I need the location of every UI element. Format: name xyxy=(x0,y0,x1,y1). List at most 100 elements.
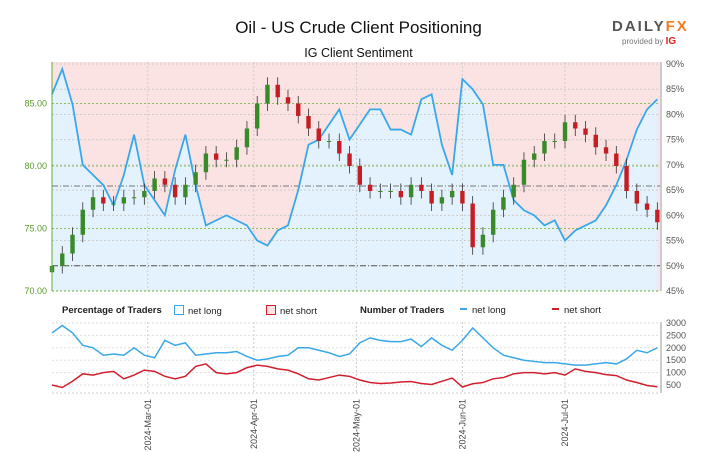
candle-body xyxy=(316,128,321,141)
legend-num-long: net long xyxy=(460,305,506,316)
candle-body xyxy=(193,172,198,185)
candle-body xyxy=(419,184,424,191)
candle-body xyxy=(398,191,404,198)
candle-body xyxy=(439,197,445,204)
date-tick-label: 2024-Jul-01 xyxy=(560,399,570,447)
legend-num-long-label: net long xyxy=(472,305,506,316)
candle-body xyxy=(593,134,598,148)
logo-provided-text: provided by xyxy=(622,37,664,46)
legend-pct-long: net long xyxy=(174,305,222,317)
price-tick-label: 85.00 xyxy=(24,99,47,109)
candle-body xyxy=(501,197,506,210)
candle-body xyxy=(285,97,291,104)
candle-body xyxy=(357,166,362,185)
candle-body xyxy=(460,191,465,204)
price-tick-label: 80.00 xyxy=(24,161,47,171)
candle-body xyxy=(60,253,65,266)
candle-body xyxy=(408,184,414,198)
pct-tick-label: 70% xyxy=(666,160,684,170)
legend-num-short-label: net short xyxy=(564,305,601,316)
candle-body xyxy=(162,178,168,185)
candle-body xyxy=(213,153,219,160)
candle-body xyxy=(131,197,137,199)
candle-body xyxy=(603,147,609,154)
candle-body xyxy=(183,184,188,198)
chart-subtitle: IG Client Sentiment xyxy=(304,46,413,60)
date-tick-label: 2024-Jun-01 xyxy=(457,399,467,450)
pct-tick-label: 45% xyxy=(666,286,684,296)
candle-body xyxy=(337,141,342,154)
pct-tick-label: 90% xyxy=(666,59,684,69)
pct-tick-label: 85% xyxy=(666,84,684,94)
pct-tick-label: 55% xyxy=(666,236,684,246)
logo-accent: FX xyxy=(665,18,689,35)
legend-short-swatch xyxy=(266,305,276,315)
pct-tick-label: 75% xyxy=(666,135,684,145)
legend-long-swatch xyxy=(174,305,184,315)
candle-body xyxy=(378,191,383,192)
count-tick-label: 2500 xyxy=(666,330,686,340)
net-long-area xyxy=(52,69,658,292)
candle-body xyxy=(490,209,496,235)
date-tick-label: 2024-May-01 xyxy=(351,399,361,452)
candle-body xyxy=(634,191,640,204)
candle-body xyxy=(306,116,311,129)
candle-body xyxy=(388,191,393,192)
logo-provided-by: provided by IG xyxy=(622,36,676,47)
legend-num-short: net short xyxy=(552,305,601,316)
candle-body xyxy=(101,197,106,204)
candle-body xyxy=(521,159,527,185)
candle-body xyxy=(480,234,486,248)
candle-body xyxy=(326,141,332,142)
pct-long-line xyxy=(51,66,658,247)
candle-body xyxy=(655,209,660,223)
candle-body xyxy=(111,203,116,205)
candle-body xyxy=(80,209,85,235)
candle-body xyxy=(255,103,260,129)
price-tick-label: 70.00 xyxy=(24,286,47,296)
net-short-count-line xyxy=(51,363,658,389)
candle-body xyxy=(624,166,629,191)
candle-body xyxy=(244,128,250,148)
candle-body xyxy=(449,191,455,198)
count-tick-label: 1500 xyxy=(666,355,686,365)
legend-pct-short: net short xyxy=(266,305,317,317)
count-tick-label: 1000 xyxy=(666,368,686,378)
ig-logo: IG xyxy=(665,36,677,47)
legend-num-long-swatch xyxy=(460,308,467,310)
candle-body xyxy=(562,122,568,141)
candle-body xyxy=(70,234,75,254)
candle-body xyxy=(172,184,178,198)
dailyfx-logo: DAILYFX xyxy=(612,18,689,35)
candle-body xyxy=(532,153,537,160)
candle-body xyxy=(265,84,270,104)
count-tick-label: 500 xyxy=(666,380,681,390)
candle-body xyxy=(644,203,650,210)
candle-body xyxy=(511,184,516,198)
candle-body xyxy=(583,128,588,135)
legend-pct-long-label: net long xyxy=(188,306,222,317)
candle-body xyxy=(429,191,434,204)
legend-pct-title: Percentage of Traders xyxy=(62,305,162,316)
pct-tick-label: 60% xyxy=(666,210,684,220)
legend-pct-short-label: net short xyxy=(280,306,317,317)
legend-num-short-swatch xyxy=(552,308,559,310)
candle-body xyxy=(234,147,239,160)
candle-body xyxy=(142,191,147,198)
candle-body xyxy=(367,184,373,191)
candle-body xyxy=(224,159,229,161)
count-tick-label: 3000 xyxy=(666,318,686,328)
chart-title: Oil - US Crude Client Positioning xyxy=(235,18,482,37)
candle-body xyxy=(296,103,301,116)
candle-body xyxy=(347,153,352,166)
date-tick-label: 2024-Apr-01 xyxy=(249,399,259,449)
candle-body xyxy=(552,141,557,142)
count-tick-label: 2000 xyxy=(666,343,686,353)
candle-body xyxy=(614,153,619,166)
pct-tick-label: 50% xyxy=(666,261,684,271)
logo-main: DAILY xyxy=(612,18,666,35)
candle-body xyxy=(152,178,157,191)
candle-body xyxy=(203,153,209,173)
